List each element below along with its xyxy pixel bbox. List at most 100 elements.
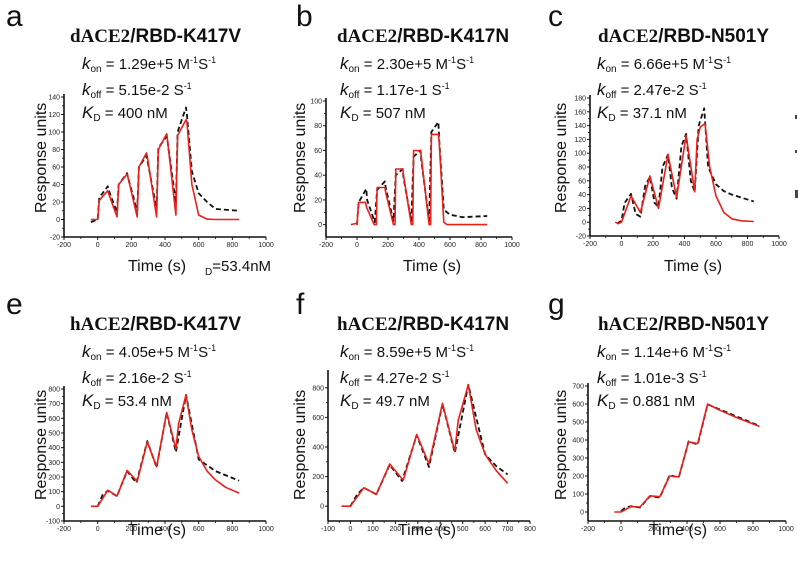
kon-subscript: on xyxy=(605,64,617,75)
x-tick-label: 700 xyxy=(502,526,514,533)
kon-unit-2: S xyxy=(456,344,467,361)
y-tick-label: 600 xyxy=(572,402,584,409)
koff-unit-exponent: -1 xyxy=(698,81,707,91)
x-tick-label: 0 xyxy=(96,526,100,533)
x-tick-label: 1000 xyxy=(258,242,274,249)
x-tick-label: -200 xyxy=(583,241,597,248)
koff-unit-exponent: -1 xyxy=(441,81,450,91)
kon-subscript: on xyxy=(90,64,102,75)
kon-value: 6.66e+5 xyxy=(633,56,689,73)
x-tick-label: -200 xyxy=(319,242,333,249)
kd-subscript: D xyxy=(93,113,101,124)
series-fit-line xyxy=(341,383,509,508)
kd-value: 0.881 nM xyxy=(632,393,696,410)
koff-line: koff = 5.15e-2 S-1 xyxy=(82,80,192,101)
title-receptor: hACE2 xyxy=(70,314,131,335)
y-tick-label: 500 xyxy=(48,431,60,438)
koff-value: 5.15e-2 xyxy=(118,82,170,99)
x-tick-label: 600 xyxy=(710,241,722,248)
kon-value: 8.59e+5 xyxy=(376,344,432,361)
kon-line: kon = 6.66e+5 M-1S-1 xyxy=(597,54,732,75)
y-tick-label: 20 xyxy=(578,206,586,213)
kon-unit: M xyxy=(692,56,706,73)
kon-unit-2: S xyxy=(456,56,467,73)
kinetic-parameters: kon = 6.66e+5 M-1S-1 koff = 2.47e-2 S-1 KD… xyxy=(597,52,731,127)
kd-subscript: D xyxy=(351,401,359,412)
y-tick-label: 400 xyxy=(572,438,584,445)
kon-subscript: on xyxy=(348,352,360,363)
kd-symbol: K xyxy=(597,391,609,410)
series-fit-line xyxy=(90,119,240,221)
koff-value: 1.17e-1 xyxy=(376,82,428,99)
y-tick-label: 700 xyxy=(572,384,584,391)
kon-subscript: on xyxy=(90,352,102,363)
koff-subscript: off xyxy=(605,378,617,389)
kon-unit-2-exponent: -1 xyxy=(208,55,217,65)
title-variant: /RBD-K417V xyxy=(130,26,242,47)
kinetic-parameters: kon = 1.29e+5 M-1S-1 koff = 5.15e-2 S-1 KD… xyxy=(82,52,216,127)
kon-subscript: on xyxy=(605,352,617,363)
y-tick-label: 200 xyxy=(48,475,60,482)
koff-unit: S xyxy=(688,82,699,99)
y-tick-label: 800 xyxy=(48,387,60,394)
kon-symbol: k xyxy=(340,54,349,73)
x-tick-label: 0 xyxy=(348,526,352,533)
x-tick-label: 100 xyxy=(367,526,379,533)
kinetic-parameters: kon = 4.05e+5 M-1S-1 koff = 2.16e-2 S-1 KD… xyxy=(82,340,216,415)
title-variant: /RBD-K417V xyxy=(130,314,242,335)
kd-line: KD = 0.881 nM xyxy=(597,391,696,412)
y-tick-label: 100 xyxy=(48,130,60,137)
x-tick-label: -100 xyxy=(321,526,335,533)
kon-unit: M xyxy=(177,344,191,361)
y-tick-label: 0 xyxy=(320,504,324,511)
panel-title: hACE2/RBD-K417N xyxy=(337,314,509,336)
x-axis-label: Time (s) xyxy=(649,522,708,539)
x-axis-label: Time (s) xyxy=(403,258,462,275)
y-tick-label: 80 xyxy=(314,123,322,130)
koff-value: 1.01e-3 xyxy=(633,370,685,387)
kon-unit-2: S xyxy=(198,344,209,361)
x-tick-label: 0 xyxy=(96,242,100,249)
y-tick-label: 400 xyxy=(312,445,324,452)
kd-line: KD = 37.1 nM xyxy=(597,103,687,124)
koff-symbol: k xyxy=(597,368,606,387)
x-tick-label: 800 xyxy=(475,242,487,249)
panel-title: dACE2/RBD-K417N xyxy=(337,26,509,48)
y-tick-label: 0 xyxy=(582,220,586,227)
kon-symbol: k xyxy=(340,342,349,361)
koff-value: 4.27e-2 xyxy=(376,370,428,387)
y-tick-label: 100 xyxy=(310,99,322,106)
x-axis-label: Time (s) xyxy=(664,258,723,275)
kon-line: kon = 8.59e+5 M-1S-1 xyxy=(340,342,475,363)
kon-unit-2-exponent: -1 xyxy=(723,55,732,65)
x-tick-label: 0 xyxy=(619,526,623,533)
edge-artifact-mark xyxy=(795,150,797,153)
kon-unit: M xyxy=(435,344,449,361)
title-receptor: dACE2 xyxy=(598,26,659,47)
kon-symbol: k xyxy=(597,342,606,361)
kon-unit: M xyxy=(435,56,449,73)
y-tick-label: 40 xyxy=(52,182,60,189)
panel-letter: b xyxy=(296,0,313,33)
kon-unit-2-exponent: -1 xyxy=(208,343,217,353)
y-tick-label: 0 xyxy=(580,510,584,517)
series-data-line xyxy=(620,403,760,512)
kd-line: KD = 49.7 nM xyxy=(340,391,430,412)
kon-unit-exponent: -1 xyxy=(448,343,457,353)
koff-subscript: off xyxy=(605,90,617,101)
x-tick-label: 800 xyxy=(226,526,238,533)
kon-unit-2-exponent: -1 xyxy=(466,55,475,65)
kon-subscript: on xyxy=(348,64,360,75)
y-tick-label: 400 xyxy=(48,445,60,452)
kon-unit-2: S xyxy=(713,344,724,361)
kinetic-parameters: kon = 1.14e+6 M-1S-1 koff = 1.01e-3 S-1 KD… xyxy=(597,340,731,415)
x-tick-label: 400 xyxy=(434,526,446,533)
kon-unit-exponent: -1 xyxy=(190,343,199,353)
kon-value: 1.29e+5 xyxy=(118,56,174,73)
kinetic-parameters: kon = 2.30e+5 M-1S-1 koff = 1.17e-1 S-1 KD… xyxy=(340,52,474,127)
x-axis-label: Time (s) xyxy=(128,258,187,275)
koff-unit-exponent: -1 xyxy=(441,369,450,379)
y-tick-label: 20 xyxy=(314,197,322,204)
